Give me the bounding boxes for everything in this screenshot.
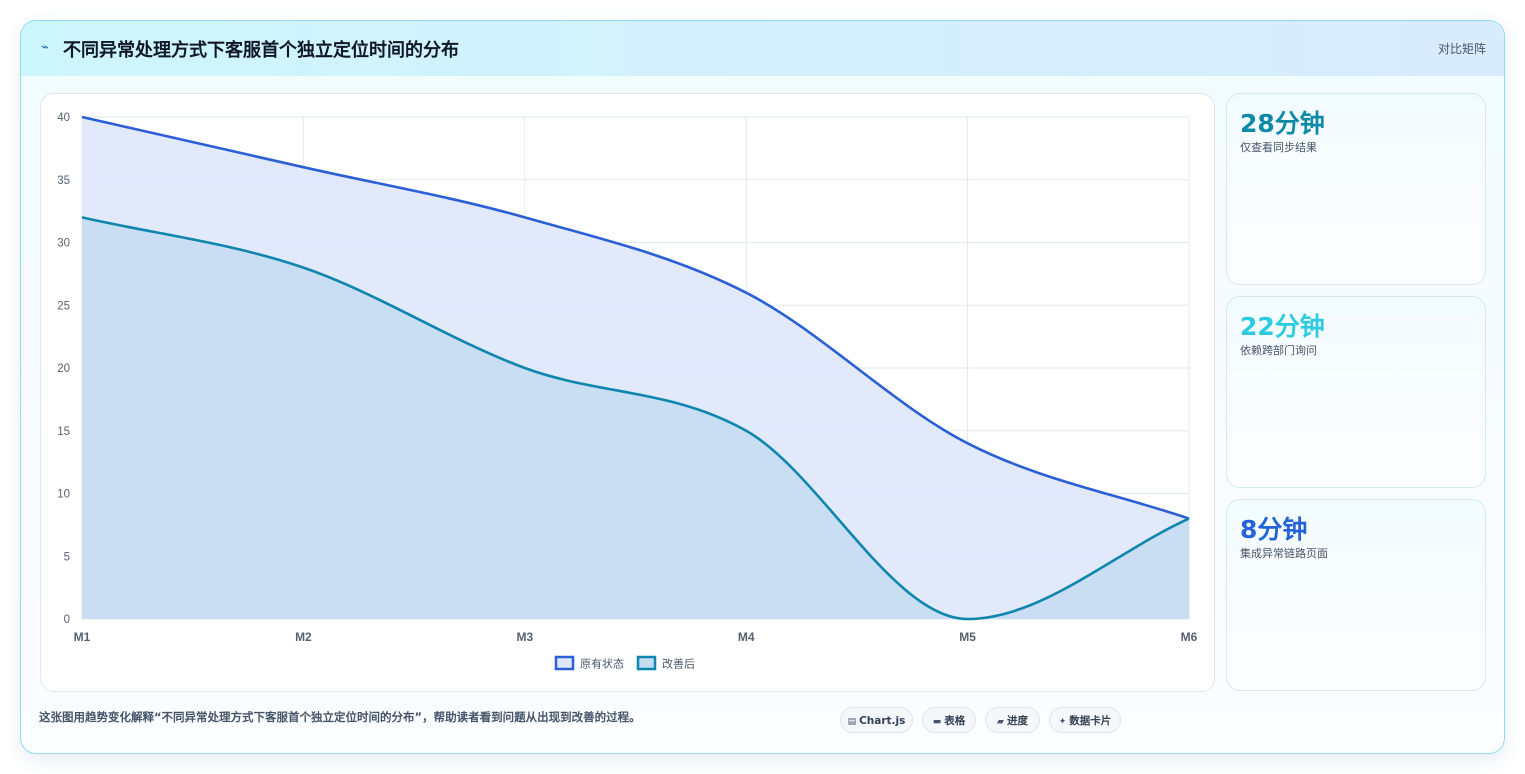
chart-icon: ▤: [847, 717, 857, 727]
kpi-label: 仅查看同步结果: [1240, 141, 1317, 154]
y-tick-label: 20: [57, 363, 70, 375]
legend-label: 原有状态: [580, 657, 624, 671]
y-tick-label: 35: [57, 175, 70, 187]
series-line-1: [81, 216, 1190, 621]
chip-label: Chart.js: [859, 715, 906, 727]
x-tick-label: M4: [738, 630, 755, 644]
x-tick-label: M6: [1181, 630, 1198, 644]
kpi-value: 28分钟: [1240, 109, 1325, 138]
y-tick-label: 15: [57, 426, 70, 438]
card-header: ⌁ 不同异常处理方式下客服首个独立定位时间的分布 对比矩阵: [21, 21, 1504, 76]
kpi-card-1: 28分钟 仅查看同步结果: [1226, 93, 1486, 285]
y-tick-label: 30: [57, 238, 70, 250]
progress-icon: ▰: [997, 717, 1004, 727]
chart-panel: 0 5 10 15 20 25 30 35 40 M1 M2 M3 M4 M5 M6 原有状态 改善后: [40, 93, 1215, 692]
chip-progress[interactable]: ▰ 进度: [985, 707, 1040, 733]
legend-swatch: [636, 655, 657, 671]
chip-label: 表格: [944, 715, 966, 727]
kpi-card-2: 22分钟 依赖跨部门询问: [1226, 296, 1486, 488]
series-line-0: [81, 115, 1190, 520]
chip-label: 数据卡片: [1069, 715, 1112, 727]
chip-table[interactable]: ▬ 表格: [922, 707, 976, 733]
series-area-1: [82, 217, 1189, 619]
y-tick-label: 5: [64, 551, 70, 563]
x-tick-label: M5: [959, 630, 976, 644]
kpi-value: 8分钟: [1240, 515, 1308, 544]
table-icon: ▬: [932, 717, 942, 727]
y-tick-label: 25: [57, 300, 70, 312]
chip-label: 进度: [1006, 715, 1028, 727]
kpi-label: 依赖跨部门询问: [1240, 344, 1317, 357]
area-chart: 0 5 10 15 20 25 30 35 40 M1 M2 M3 M4 M5 M6 原有状态 改善后: [57, 112, 1198, 671]
chip-data-card[interactable]: ✦ 数据卡片: [1049, 707, 1121, 733]
sparkle-icon: ✦: [1058, 717, 1067, 727]
y-tick-label: 40: [57, 112, 70, 124]
x-tick-label: M3: [516, 630, 533, 644]
kpi-card-3: 8分钟 集成异常链路页面: [1226, 499, 1486, 691]
chart-caption: 这张图用趋势变化解释“不同异常处理方式下客服首个独立定位时间的分布”，帮助读者看…: [39, 710, 641, 724]
kpi-label: 集成异常链路页面: [1240, 547, 1328, 560]
chip-chartjs[interactable]: ▤ Chart.js: [840, 707, 913, 733]
x-tick-label: M1: [74, 630, 91, 644]
chart-card: ⌁ 不同异常处理方式下客服首个独立定位时间的分布 对比矩阵 0 5 10 15 20 25…: [20, 20, 1505, 754]
lightning-icon: ⌁: [41, 40, 49, 55]
legend-swatch: [554, 655, 575, 671]
x-tick-label: M2: [295, 630, 312, 644]
kpi-value: 22分钟: [1240, 312, 1325, 341]
y-tick-label: 0: [64, 614, 70, 626]
compare-matrix-label[interactable]: 对比矩阵: [1437, 42, 1486, 56]
page-title: 不同异常处理方式下客服首个独立定位时间的分布: [63, 40, 459, 61]
y-tick-label: 10: [57, 489, 70, 501]
legend-label: 改善后: [662, 657, 695, 671]
